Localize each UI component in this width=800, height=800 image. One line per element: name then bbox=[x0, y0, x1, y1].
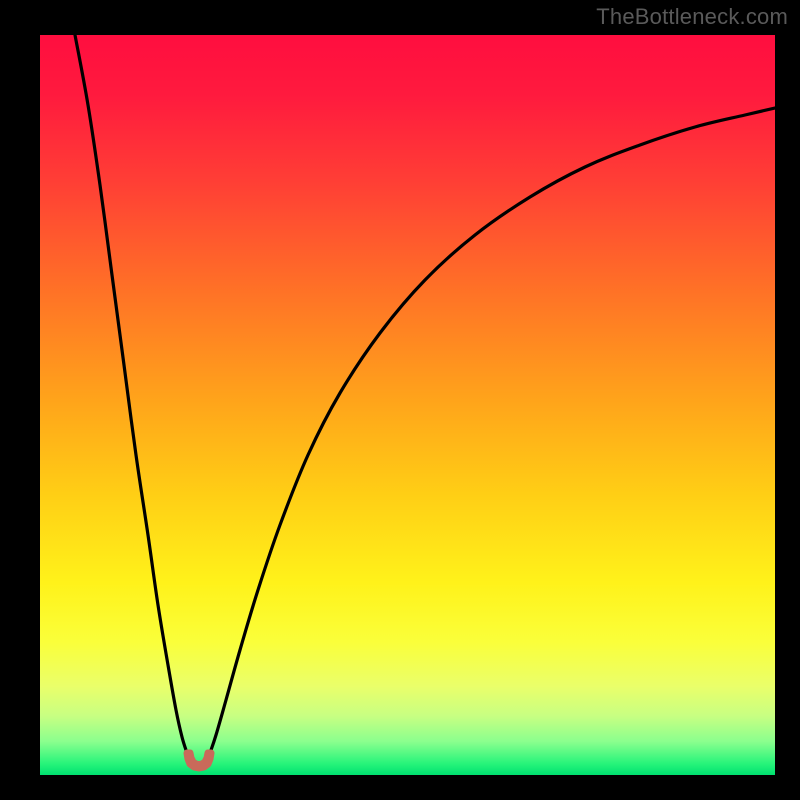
bottleneck-curve-chart bbox=[40, 35, 775, 775]
chart-area bbox=[40, 35, 775, 775]
gradient-background bbox=[40, 35, 775, 775]
watermark-text: TheBottleneck.com bbox=[596, 4, 788, 30]
stage: TheBottleneck.com bbox=[0, 0, 800, 800]
